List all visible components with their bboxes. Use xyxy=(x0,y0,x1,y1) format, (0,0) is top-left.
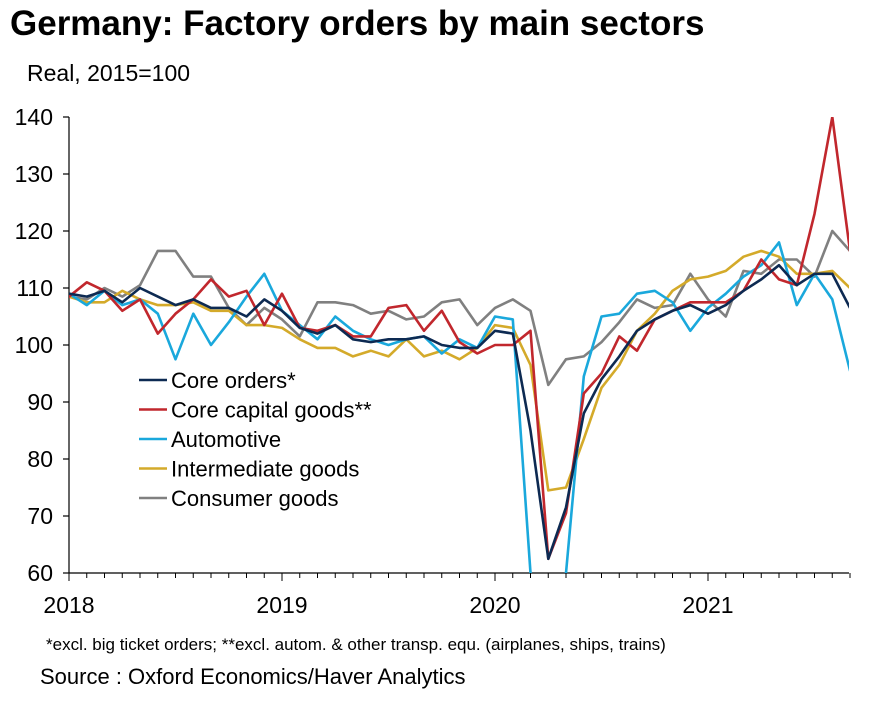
y-tick-label: 80 xyxy=(27,446,53,472)
chart-title: Germany: Factory orders by main sectors xyxy=(10,4,705,43)
legend-label: Consumer goods xyxy=(171,486,339,511)
footnote: *excl. big ticket orders; **excl. autom.… xyxy=(46,635,666,654)
series-line-intermediate-goods xyxy=(69,249,849,492)
legend: Core orders* Core capital goods** Automoti… xyxy=(139,368,372,511)
series-line-automotive xyxy=(69,241,849,573)
y-tick-label: 70 xyxy=(27,503,53,529)
series-line-core-capital-goods xyxy=(69,117,849,561)
y-tick-label: 90 xyxy=(27,389,53,415)
y-tick-label: 100 xyxy=(15,332,53,358)
source-note: Source : Oxford Economics/Haver Analytic… xyxy=(40,664,466,689)
legend-label: Core orders* xyxy=(171,368,296,393)
series-group xyxy=(69,117,849,573)
x-tick-label: 2018 xyxy=(43,592,94,618)
legend-label: Automotive xyxy=(171,427,281,452)
y-tick-label: 140 xyxy=(15,104,53,130)
legend-label: Core capital goods** xyxy=(171,398,372,423)
legend-label: Intermediate goods xyxy=(171,457,359,482)
x-tick-label: 2021 xyxy=(682,592,733,618)
series-line-core-orders xyxy=(69,263,849,561)
chart-subtitle: Real, 2015=100 xyxy=(27,60,191,86)
series-line-consumer-goods xyxy=(69,229,849,387)
x-tick-label: 2019 xyxy=(256,592,307,618)
y-tick-label: 60 xyxy=(27,560,53,586)
y-tick-label: 110 xyxy=(16,275,53,301)
x-tick-label: 2020 xyxy=(469,592,520,618)
y-tick-label: 130 xyxy=(15,161,53,187)
y-tick-label: 120 xyxy=(15,218,53,244)
axes: 60 70 80 90 100 110 120 130 140 2018 2019 2020 2021 xyxy=(15,104,851,618)
